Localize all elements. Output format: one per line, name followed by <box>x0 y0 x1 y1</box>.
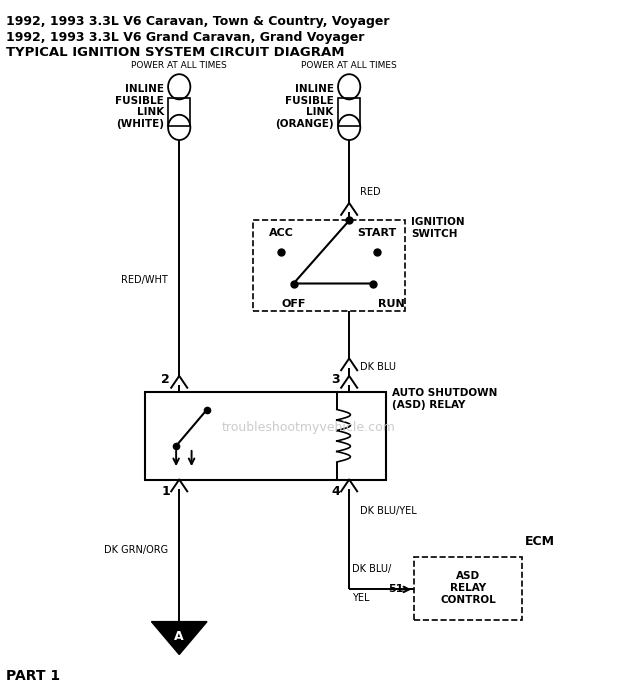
Text: DK BLU: DK BLU <box>360 362 396 372</box>
Text: POWER AT ALL TIMES: POWER AT ALL TIMES <box>302 61 397 70</box>
Text: 51: 51 <box>388 584 403 594</box>
Text: ECM: ECM <box>525 535 556 548</box>
Text: OFF: OFF <box>281 299 306 309</box>
Text: 1: 1 <box>161 485 170 498</box>
Text: IGNITION
SWITCH: IGNITION SWITCH <box>411 217 465 239</box>
Polygon shape <box>151 622 207 654</box>
Bar <box>253 220 405 312</box>
Text: RED: RED <box>360 187 381 197</box>
Text: ACC: ACC <box>269 228 294 238</box>
Text: 3: 3 <box>331 373 340 386</box>
Text: PART 1: PART 1 <box>6 668 61 682</box>
Bar <box>414 556 522 620</box>
Text: AUTO SHUTDOWN
(ASD) RELAY: AUTO SHUTDOWN (ASD) RELAY <box>392 389 498 410</box>
Text: TYPICAL IGNITION SYSTEM CIRCUIT DIAGRAM: TYPICAL IGNITION SYSTEM CIRCUIT DIAGRAM <box>6 46 345 60</box>
Text: INLINE
FUSIBLE
LINK
(WHITE): INLINE FUSIBLE LINK (WHITE) <box>115 84 164 129</box>
Text: DK GRN/ORG: DK GRN/ORG <box>104 545 168 554</box>
Text: RUN: RUN <box>378 299 404 309</box>
Text: 4: 4 <box>331 485 340 498</box>
Text: A: A <box>174 631 184 643</box>
Bar <box>338 98 360 126</box>
Text: DK BLU/: DK BLU/ <box>352 564 392 574</box>
Text: INLINE
FUSIBLE
LINK
(ORANGE): INLINE FUSIBLE LINK (ORANGE) <box>275 84 334 129</box>
Text: START: START <box>357 228 397 238</box>
Bar <box>145 392 386 480</box>
Text: 1992, 1993 3.3L V6 Caravan, Town & Country, Voyager: 1992, 1993 3.3L V6 Caravan, Town & Count… <box>6 15 390 29</box>
Text: troubleshootmyvehicle.com: troubleshootmyvehicle.com <box>222 421 396 433</box>
Text: DK BLU/YEL: DK BLU/YEL <box>360 506 417 516</box>
Text: YEL: YEL <box>352 593 370 603</box>
Bar <box>168 98 190 126</box>
Text: RED/WHT: RED/WHT <box>121 275 168 285</box>
Text: ASD
RELAY
CONTROL: ASD RELAY CONTROL <box>440 571 496 605</box>
Text: 1992, 1993 3.3L V6 Grand Caravan, Grand Voyager: 1992, 1993 3.3L V6 Grand Caravan, Grand … <box>6 31 365 44</box>
Text: POWER AT ALL TIMES: POWER AT ALL TIMES <box>132 61 227 70</box>
Text: 2: 2 <box>161 373 170 386</box>
